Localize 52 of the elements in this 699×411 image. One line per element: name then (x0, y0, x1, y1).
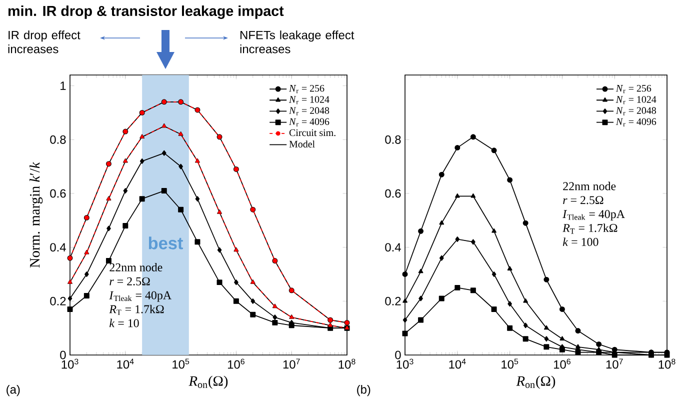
x-axis-title: R$_{on}$(Ω) (188, 376, 228, 389)
x-tick-label: 10$^{8}$ (338, 358, 356, 369)
legend-label: N$_{r}$ = 1024 (616, 96, 656, 104)
annotation: k = 10 (110, 318, 139, 328)
annotation: I$_{Tleak}$ = 40pA (109, 291, 172, 302)
legend-label: Circuit sim. (289, 129, 336, 136)
y-tick-label: 0.2 (50, 296, 66, 306)
annotation: r = 2.5Ω (110, 277, 150, 286)
y-tick-label: 0.8 (50, 135, 66, 144)
annotation: R$_{T}$ = 1.7kΩ (109, 304, 164, 315)
band-label: best (148, 236, 183, 250)
legend-label: N$_{r}$ = 4096 (616, 118, 656, 126)
annotation: Model (289, 140, 315, 148)
y-tick-label: 0.8 (385, 135, 401, 144)
y-tick-label: 1 (60, 82, 66, 90)
text: (a) (6, 384, 20, 396)
x-tick-label: 10$^{8}$ (658, 358, 676, 369)
y-tick-label: 0 (60, 350, 66, 360)
legend-label: N$_{r}$ = 1024 (288, 96, 330, 104)
x-tick-label: 10$^{3}$ (62, 358, 78, 369)
y-tick-label: 0.4 (50, 243, 66, 252)
x-tick-label: 10$^{4}$ (117, 358, 134, 369)
x-axis-title: R$_{on}$(Ω) (516, 376, 556, 389)
x-tick-label: 10$^{7}$ (283, 358, 300, 369)
annotation: r = 2.5Ω (563, 196, 604, 204)
legend-label: N$_{r}$ = 2048 (288, 107, 330, 116)
y-tick-label: 0.4 (385, 243, 401, 252)
x-tick-label: 10$^{4}$ (449, 358, 466, 369)
y-tick-label: 0.2 (385, 296, 401, 306)
x-tick-label: 10$^{3}$ (396, 358, 414, 369)
legend-label: N$_{r}$ = 256 (616, 84, 652, 94)
annotation: 22nm node (563, 182, 616, 190)
legend-label: N$_{r}$ = 4096 (288, 118, 330, 126)
x-tick-label: 10$^{7}$ (606, 358, 623, 369)
x-tick-label: 10$^{6}$ (228, 358, 244, 369)
text: IR drop effect increases (8, 30, 80, 54)
y-tick-label: 0 (395, 350, 401, 360)
text: NFETs leakage effect increases (240, 30, 354, 54)
annotation: I$_{Tleak}$ = 40pA (562, 210, 625, 221)
x-tick-label: 10$^{6}$ (554, 358, 570, 369)
y-tick-label: 0.6 (50, 189, 66, 198)
x-tick-label: 10$^{5}$ (172, 358, 190, 369)
annotation: 22nm node (110, 262, 162, 272)
annotation: R$_{T}$ = 1.7kΩ (562, 224, 618, 234)
legend-label: N$_{r}$ = 2048 (616, 107, 656, 116)
annotation: k = 100 (562, 238, 598, 246)
y-axis-title: Norm. margin k′/k (30, 162, 43, 268)
text: (b) (357, 384, 370, 396)
legend-label: N$_{r}$ = 256 (288, 84, 324, 94)
chart-title: min. IR drop & transistor leakage impact (8, 6, 284, 19)
x-tick-label: 10$^{5}$ (502, 358, 518, 369)
y-tick-label: 0.6 (385, 189, 401, 198)
